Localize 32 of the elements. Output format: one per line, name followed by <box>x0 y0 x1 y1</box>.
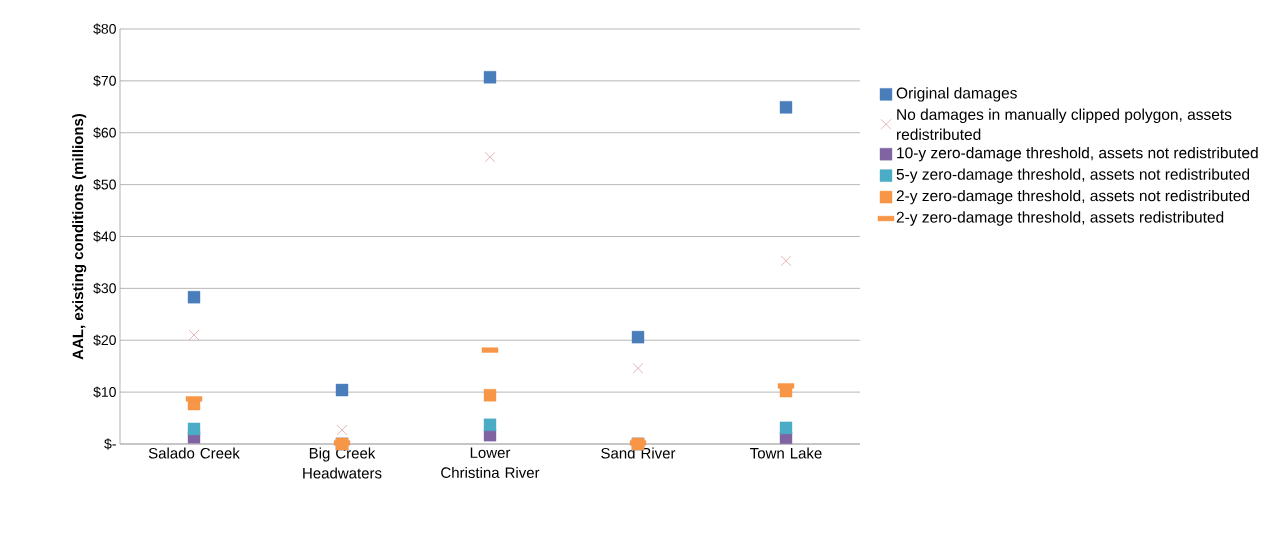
x-tick-label: Salado Creek <box>148 447 240 459</box>
y-tick-label: $30 <box>93 282 116 295</box>
y-tick-label: $40 <box>93 230 116 243</box>
x-tick-label: Sand River <box>601 447 676 459</box>
point <box>780 255 792 267</box>
legend-label: 5-y zero-damage threshold, assets not redistributed <box>896 168 1250 183</box>
y-tick-label: $60 <box>93 127 116 139</box>
legend-label: 10-y zero-damage threshold, assets not redistributed <box>897 146 1258 162</box>
point <box>779 421 793 435</box>
legend-label: 2-y zero-damage threshold, assets redistributed <box>896 211 1224 226</box>
y-tick-label: $20 <box>93 334 116 346</box>
point <box>631 330 645 344</box>
point <box>335 383 349 397</box>
point <box>483 418 497 431</box>
point <box>187 290 201 304</box>
legend-label: 2-y zero-damage threshold, assets not redistributed <box>896 189 1250 205</box>
point <box>483 71 497 84</box>
x-tick-label: Town Lake <box>750 447 822 459</box>
y-tick-label: $70 <box>93 75 116 87</box>
point <box>484 151 496 163</box>
y-tick-label: $50 <box>93 178 116 191</box>
y-tick-label: $- <box>104 438 116 450</box>
point <box>779 101 793 114</box>
legend-label: Original damages <box>896 87 1017 102</box>
legend-label: No damages in manually clipped polygon, assets redistributed <box>897 108 1232 140</box>
point <box>187 422 201 436</box>
point <box>632 363 644 374</box>
point <box>483 389 497 402</box>
x-tick-label: Lower Christina River <box>441 447 540 478</box>
y-axis-title: AAL, existing conditions (millions) <box>72 113 87 360</box>
y-tick-label: $10 <box>93 386 116 398</box>
y-tick-label: $80 <box>93 23 116 35</box>
